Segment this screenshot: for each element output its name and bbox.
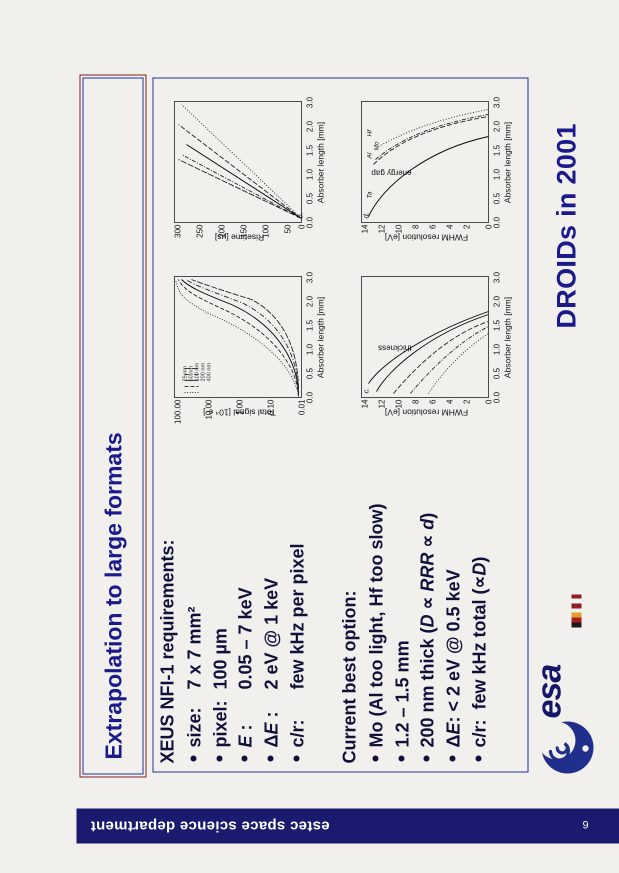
svg-text:10: 10: [394, 398, 403, 407]
svg-text:Absorber length [mm]: Absorber length [mm]: [315, 121, 325, 202]
svg-text:100 nm: 100 nm: [194, 362, 200, 381]
svg-text:8: 8: [411, 398, 420, 403]
svg-text:50 nm: 50 nm: [188, 365, 194, 381]
svg-text:energy gap: energy gap: [370, 168, 411, 177]
svg-text:6: 6: [428, 223, 437, 228]
svg-text:0.0: 0.0: [305, 216, 314, 228]
svg-text:200 nm: 200 nm: [200, 362, 206, 381]
svg-text:14: 14: [360, 223, 369, 232]
svg-text:25 nm: 25 nm: [182, 365, 188, 381]
svg-text:4: 4: [445, 223, 454, 228]
svg-text:2.0: 2.0: [305, 295, 314, 307]
svg-text:Absorber length [mm]: Absorber length [mm]: [502, 121, 512, 202]
svg-text:2: 2: [462, 223, 471, 228]
svg-text:2: 2: [462, 398, 471, 403]
svg-text:2.0: 2.0: [305, 120, 314, 132]
svg-text:1.0: 1.0: [492, 343, 501, 355]
svg-text:Ta: Ta: [366, 191, 373, 198]
svg-text:3.0: 3.0: [492, 271, 501, 283]
svg-text:1.5: 1.5: [492, 144, 501, 156]
svg-text:1.5: 1.5: [305, 144, 314, 156]
svg-text:Mo: Mo: [373, 141, 380, 150]
svg-text:Total signal [10⁴ e-]: Total signal [10⁴ e-]: [203, 407, 276, 417]
svg-text:3.0: 3.0: [305, 96, 314, 108]
svg-text:3.0: 3.0: [492, 96, 501, 108]
svg-text:Absorber length [mm]: Absorber length [mm]: [502, 296, 512, 377]
svg-text:0.5: 0.5: [492, 192, 501, 204]
svg-text:3.0: 3.0: [305, 271, 314, 283]
svg-text:1.5: 1.5: [492, 319, 501, 331]
svg-text:50: 50: [283, 223, 292, 232]
svg-text:FWHM resolution [eV]: FWHM resolution [eV]: [384, 232, 467, 242]
svg-text:8: 8: [411, 223, 420, 228]
svg-text:0.5: 0.5: [492, 367, 501, 379]
svg-text:1.0: 1.0: [305, 343, 314, 355]
svg-text:250: 250: [195, 223, 204, 237]
svg-text:14: 14: [360, 398, 369, 407]
svg-text:Al: Al: [366, 152, 373, 159]
svg-text:100.00: 100.00: [173, 398, 182, 423]
svg-text:1.0: 1.0: [492, 168, 501, 180]
svg-text:Absorber length [mm]: Absorber length [mm]: [315, 296, 325, 377]
svg-text:FWHM resolution [eV]: FWHM resolution [eV]: [384, 407, 467, 417]
svg-text:300: 300: [173, 223, 182, 237]
svg-text:12: 12: [377, 398, 386, 407]
svg-text:0.5: 0.5: [305, 192, 314, 204]
svg-text:d.: d.: [361, 212, 370, 218]
svg-text:0.5: 0.5: [305, 367, 314, 379]
svg-text:0.0: 0.0: [492, 391, 501, 403]
svg-text:Risetime [µs]: Risetime [µs]: [214, 232, 263, 242]
svg-text:4: 4: [445, 398, 454, 403]
svg-text:12: 12: [377, 223, 386, 232]
svg-text:6: 6: [428, 398, 437, 403]
svg-text:Hf: Hf: [366, 128, 373, 136]
svg-text:1.0: 1.0: [305, 168, 314, 180]
svg-text:2.0: 2.0: [492, 120, 501, 132]
svg-text:2.0: 2.0: [492, 295, 501, 307]
svg-text:0.0: 0.0: [305, 391, 314, 403]
svg-text:c.: c.: [361, 387, 370, 393]
svg-text:10: 10: [394, 223, 403, 232]
svg-text:400 nm: 400 nm: [206, 362, 212, 381]
svg-text:0.0: 0.0: [492, 216, 501, 228]
svg-text:1.5: 1.5: [305, 319, 314, 331]
